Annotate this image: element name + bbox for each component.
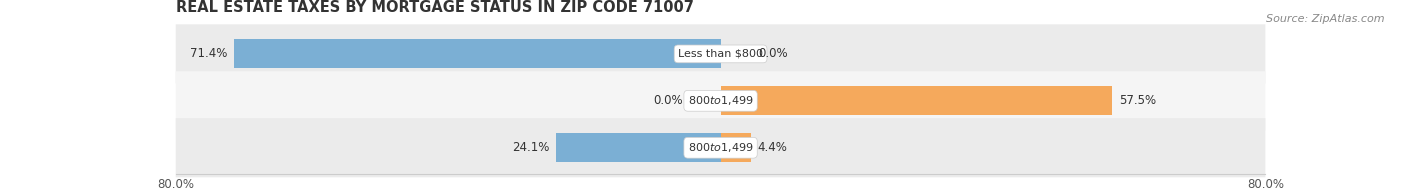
Text: Source: ZipAtlas.com: Source: ZipAtlas.com (1267, 14, 1385, 24)
Bar (721, 86, 1112, 115)
Text: $800 to $1,499: $800 to $1,499 (688, 94, 754, 107)
Text: 71.4%: 71.4% (190, 47, 228, 60)
FancyBboxPatch shape (176, 24, 1265, 83)
Text: 24.1%: 24.1% (512, 141, 550, 154)
FancyBboxPatch shape (176, 71, 1265, 130)
Text: 4.4%: 4.4% (758, 141, 787, 154)
Text: Less than $800: Less than $800 (678, 49, 763, 59)
Text: $800 to $1,499: $800 to $1,499 (688, 141, 754, 154)
Text: REAL ESTATE TAXES BY MORTGAGE STATUS IN ZIP CODE 71007: REAL ESTATE TAXES BY MORTGAGE STATUS IN … (176, 0, 693, 15)
FancyBboxPatch shape (176, 118, 1265, 177)
Bar (235, 39, 721, 68)
Bar (557, 133, 721, 162)
Bar (721, 133, 751, 162)
Text: 0.0%: 0.0% (758, 47, 787, 60)
Text: 57.5%: 57.5% (1119, 94, 1156, 107)
Text: 0.0%: 0.0% (654, 94, 683, 107)
